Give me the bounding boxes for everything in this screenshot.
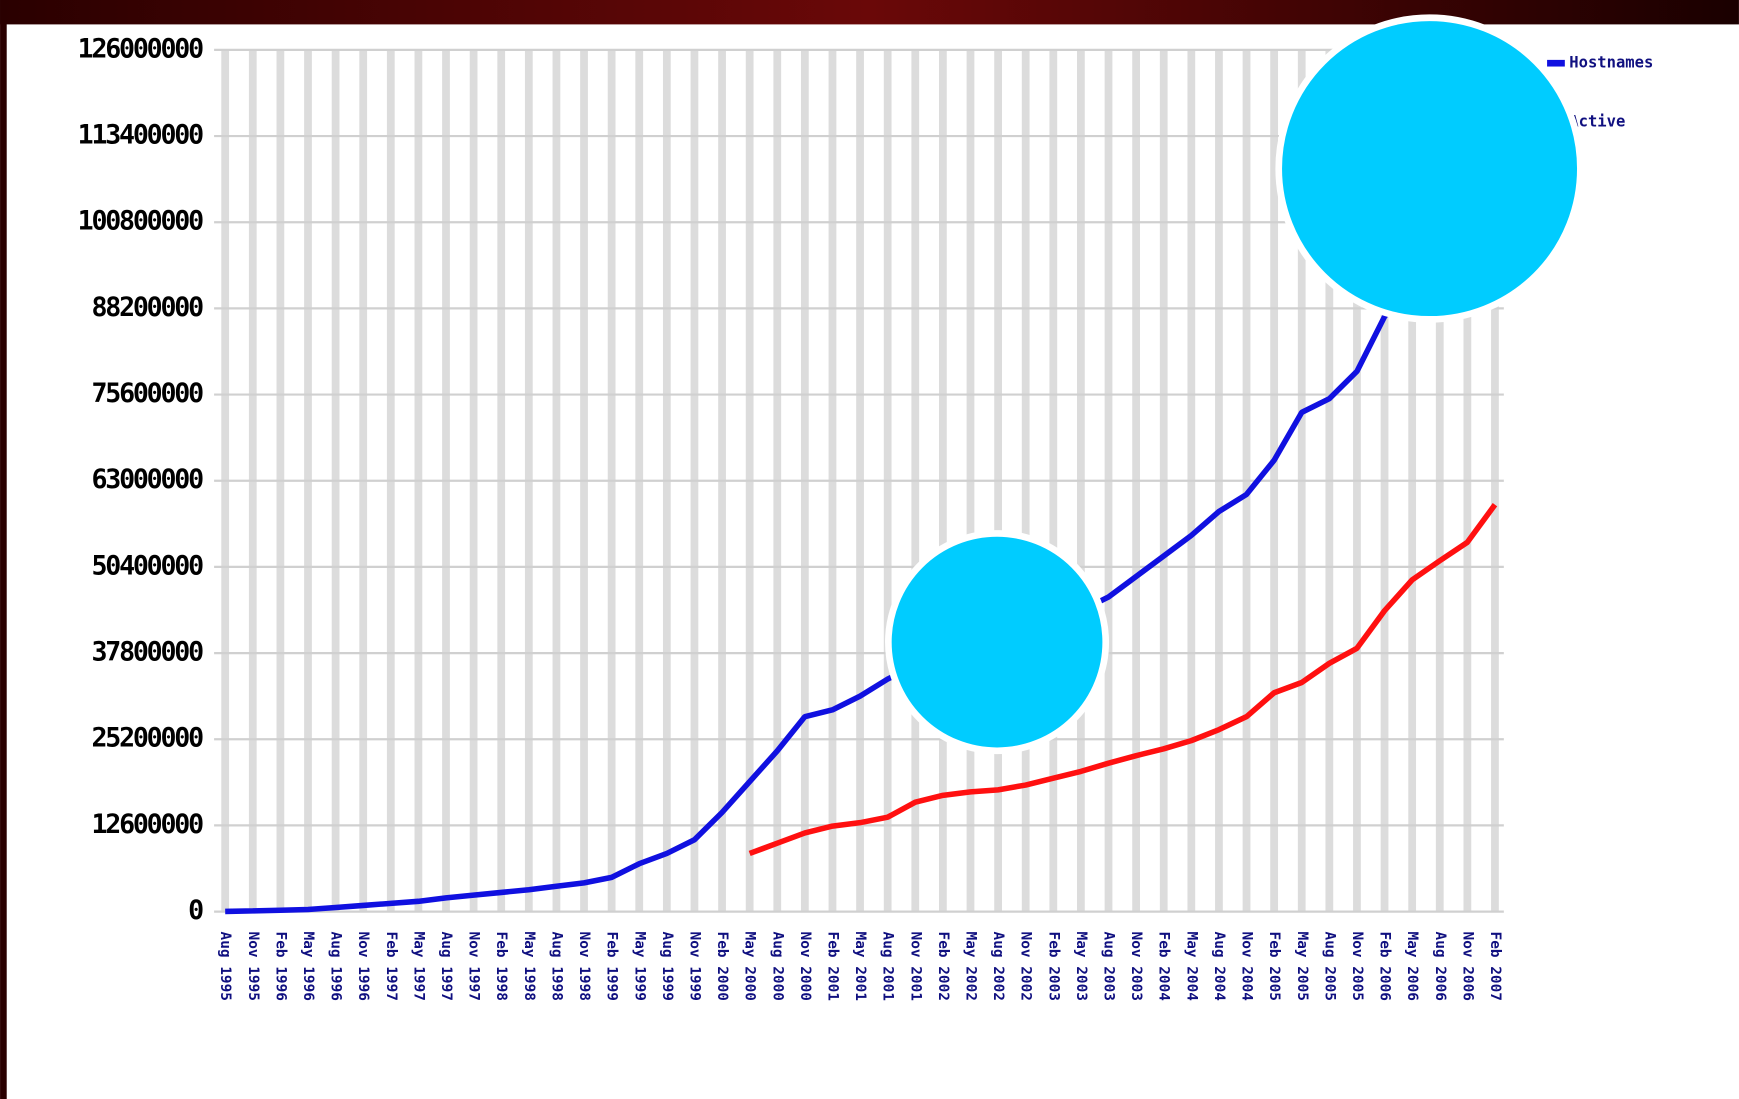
x-tick-label: Nov 1999 [686,932,702,1001]
x-tick-label: Nov 1995 [245,932,261,1001]
x-tick-label: Nov 1996 [355,932,371,1001]
y-tick-label: 25200000 [91,723,203,754]
y-tick-label: 50400000 [91,550,203,581]
x-tick-label: Nov 1997 [466,932,482,1001]
top-frame [0,0,1739,25]
labels: Aug 1995 Nov 1995 Feb 1996 May 1996 Aug 1996… [78,33,1503,1001]
x-tick-label: Aug 2006 [1432,932,1448,1001]
x-tick-label: Aug 1998 [548,932,564,1001]
x-tick-label: Feb 1998 [493,932,509,1001]
y-tick-label: 100800000 [78,206,203,237]
x-tick-label: May 1999 [631,932,647,1001]
legend-label: Active [1569,112,1625,130]
x-tick-label: Feb 1999 [604,932,620,1001]
plot [225,198,1498,915]
y-tick-label: 37800000 [91,637,203,668]
x-tick-label: Aug 2003 [1101,932,1117,1001]
x-tick-label: Aug 2001 [880,932,896,1001]
x-tick-label: Nov 2000 [797,932,813,1001]
x-tick-label: Feb 2005 [1266,932,1282,1001]
y-tick-label: 75600000 [91,378,203,409]
y-tick-label: 88200000 [91,292,203,323]
x-tick-label: Nov 2005 [1349,932,1365,1001]
y-tick-label: 0 [188,895,203,926]
x-tick-label: Feb 2001 [824,932,840,1001]
x-tick-label: Nov 2006 [1459,932,1475,1001]
series-line [225,198,1497,915]
x-tick-label: Nov 2004 [1239,932,1255,1002]
x-tick-label: Feb 1997 [383,932,399,1001]
series-line [748,503,1498,857]
x-tick-label: Feb 2007 [1487,932,1503,1001]
x-tick-label: May 2002 [962,932,978,1001]
y-tick-label: 12600000 [91,809,203,840]
y-tick-label: 113400000 [78,120,203,151]
x-tick-label: Feb 2002 [935,932,951,1001]
x-tick-label: May 2001 [852,932,868,1001]
x-tick-label: Feb 1996 [272,932,288,1001]
x-tick-label: Aug 1996 [328,932,344,1001]
left-frame [0,0,7,1099]
x-tick-label: May 2004 [1183,932,1199,1002]
grid [214,48,1504,913]
x-tick-label: Nov 2003 [1128,932,1144,1001]
overlay-circle [1275,14,1584,323]
x-tick-label: May 1996 [300,932,316,1001]
x-tick-label: May 2000 [742,932,758,1001]
x-tick-label: Nov 2002 [1018,932,1034,1001]
x-tick-label: Aug 2000 [769,932,785,1001]
x-tick-label: May 1997 [410,932,426,1001]
x-tick-label: Feb 2006 [1377,932,1393,1001]
x-tick-label: May 1998 [521,932,537,1001]
x-tick-label: Aug 2005 [1321,932,1337,1001]
x-tick-label: May 2003 [1073,932,1089,1001]
x-tick-label: Feb 2000 [714,932,730,1001]
x-tick-label: Nov 2001 [907,932,923,1001]
x-tick-label: Aug 1995 [217,932,233,1001]
y-tick-label: 63000000 [91,464,203,495]
x-tick-label: Aug 1999 [659,932,675,1001]
x-tick-label: May 2005 [1294,932,1310,1001]
legend-swatch [1547,59,1565,67]
overlay-circle [885,530,1110,755]
x-tick-label: Feb 2003 [1045,932,1061,1001]
x-tick-label: Aug 2004 [1211,932,1227,1002]
x-tick-label: Feb 2004 [1156,932,1172,1002]
y-tick-label: 126000000 [78,33,203,64]
x-tick-label: Nov 1998 [576,932,592,1001]
x-tick-label: Aug 2002 [990,932,1006,1001]
x-tick-label: May 2006 [1404,932,1420,1001]
x-tick-label: Aug 1997 [438,932,454,1001]
legend-label: Hostnames [1569,54,1653,72]
